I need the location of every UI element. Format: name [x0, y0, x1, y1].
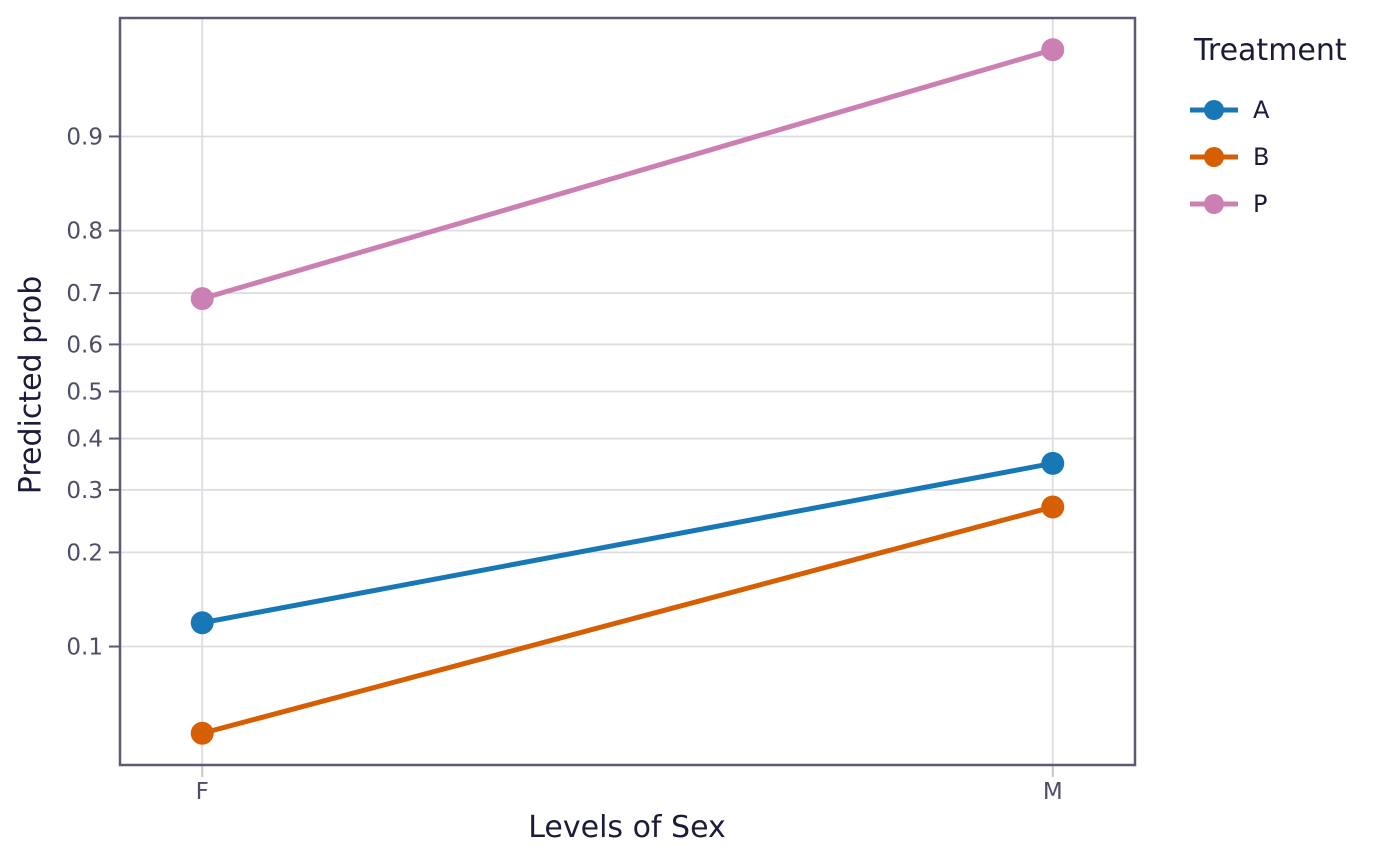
- x-tick-label: F: [196, 779, 209, 805]
- y-tick-label: 0.3: [66, 478, 103, 504]
- series-line-A: [201, 460, 1054, 626]
- x-axis-title: Levels of Sex: [528, 810, 726, 845]
- y-tick-label: 0.8: [66, 219, 103, 245]
- legend-item-label: P: [1253, 189, 1268, 218]
- series-line-B: [201, 504, 1054, 736]
- legend-marker-icon: [1190, 146, 1238, 167]
- y-axis-title: Predicted prob: [13, 275, 49, 495]
- legend-marker-icon: [1190, 193, 1238, 214]
- y-tick-label: 0.4: [66, 427, 103, 453]
- legend-item-B: B: [1190, 133, 1347, 180]
- data-point-P-F: [190, 287, 214, 311]
- data-point-B-F: [190, 721, 214, 745]
- data-point-A-M: [1041, 451, 1065, 475]
- legend-marker-icon: [1190, 99, 1238, 120]
- legend-title: Treatment: [1194, 33, 1347, 68]
- legend-item-label: A: [1253, 95, 1270, 124]
- y-tick-label: 0.7: [66, 281, 103, 307]
- data-point-B-M: [1041, 495, 1065, 519]
- x-tick-label: M: [1043, 779, 1063, 805]
- legend-item-P: P: [1190, 180, 1347, 227]
- legend-item-label: B: [1253, 142, 1270, 171]
- data-point-P-M: [1041, 38, 1065, 62]
- y-tick-label: 0.9: [66, 124, 103, 150]
- y-tick-label: 0.6: [66, 332, 103, 358]
- series-line-P: [201, 47, 1054, 302]
- legend-item-A: A: [1190, 86, 1347, 133]
- y-tick-label: 0.5: [66, 380, 103, 406]
- y-tick-label: 0.2: [66, 540, 103, 566]
- plot-frame: [118, 16, 1137, 767]
- data-point-A-F: [190, 611, 214, 635]
- y-tick-label: 0.1: [66, 635, 103, 661]
